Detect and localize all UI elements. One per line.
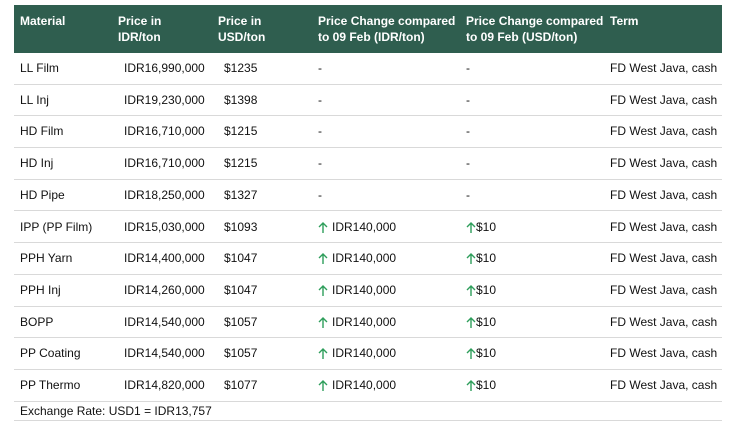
up-arrow — [466, 316, 476, 334]
header-cell: Price in IDR/ton — [118, 14, 162, 44]
table-cell: IDR14,400,000 — [124, 251, 205, 266]
up-arrow — [318, 221, 328, 239]
table-cell: - — [466, 61, 470, 75]
up-arrow — [466, 284, 476, 302]
table-row: PPH Inj IDR14,260,000 $1047 IDR140,000 $10 FD… — [14, 275, 722, 307]
table-cell: - — [318, 187, 322, 202]
table-cell: $1398 — [224, 92, 258, 107]
table-cell: IDR140,000 — [332, 251, 397, 266]
table-cell: IDR15,030,000 — [124, 219, 205, 234]
header-cell: Price Change compared to 09 Feb (USD/ton… — [466, 14, 604, 44]
table-row: PPH Yarn IDR14,400,000 $1047 IDR140,000 $10 F… — [14, 243, 722, 275]
table-cell: FD West Java, cash — [610, 282, 718, 297]
up-arrow — [318, 379, 328, 397]
table-cell: IDR16,710,000 — [124, 156, 205, 171]
table-row: HD Inj IDR16,710,000 $1215 - - FD West Java, … — [14, 148, 722, 180]
table-cell: IDR18,250,000 — [124, 187, 205, 202]
table-cell: IDR16,710,000 — [124, 124, 205, 139]
up-arrow — [466, 252, 476, 270]
header-cell: Price in USD/ton — [218, 14, 266, 44]
up-arrow — [466, 347, 476, 365]
table-cell: $1047 — [224, 282, 258, 297]
exchange-rate: Exchange Rate: USD1 = IDR13,757 — [20, 404, 212, 418]
table-cell: - — [466, 124, 470, 139]
table-cell: $10 — [476, 282, 497, 297]
table-cell: FD West Java, cash — [610, 187, 718, 202]
table-cell: IDR19,230,000 — [124, 92, 205, 107]
table-row: PP Coating IDR14,540,000 $1057 IDR140,000 $1… — [14, 338, 722, 370]
table-cell: HD Film — [20, 124, 64, 139]
table-cell: HD Pipe — [20, 187, 65, 202]
up-arrow — [318, 347, 328, 365]
table-cell: IDR14,540,000 — [124, 346, 205, 361]
table-cell: $1057 — [224, 346, 258, 361]
table-cell: - — [318, 156, 322, 171]
table-cell: $1215 — [224, 124, 258, 139]
table-cell: $1047 — [224, 251, 258, 266]
table-cell: $1327 — [224, 187, 258, 202]
table-row: LL Inj IDR19,230,000 $1398 - - FD West Java, … — [14, 85, 722, 117]
up-arrow — [318, 252, 328, 270]
table-cell: FD West Java, cash — [610, 61, 718, 75]
table-cell: IDR140,000 — [332, 314, 397, 329]
table-cell: BOPP — [20, 314, 54, 329]
table-cell: - — [466, 187, 470, 202]
table-cell: PP Thermo — [20, 378, 81, 392]
table-cell: PP Coating — [20, 346, 81, 361]
table-cell: LL Inj — [20, 92, 49, 107]
table-cell: - — [318, 124, 322, 139]
table-row: IPP (PP Film) IDR15,030,000 $1093 IDR140,00… — [14, 212, 722, 244]
table-cell: HD Inj — [20, 156, 54, 171]
table-row: PP Thermo IDR14,820,000 $1077 IDR140,000 $10… — [14, 370, 722, 402]
table-cell: FD West Java, cash — [610, 124, 718, 139]
table-row: BOPP IDR14,540,000 $1057 IDR140,000 $10 FD We… — [14, 307, 722, 339]
table-cell: LL Film — [20, 61, 59, 75]
table-cell: $10 — [476, 219, 497, 234]
table-cell: IDR14,260,000 — [124, 282, 205, 297]
table-row: HD Film IDR16,710,000 $1215 - - FD West Java,… — [14, 116, 722, 149]
table-cell: $1235 — [224, 61, 258, 75]
up-arrow — [318, 316, 328, 334]
table-cell: PPH Inj — [20, 282, 61, 297]
table-cell: FD West Java, cash — [610, 346, 718, 361]
up-arrow — [466, 379, 476, 397]
table-cell: IDR16,990,000 — [124, 61, 205, 75]
table-cell: IDR140,000 — [332, 346, 397, 361]
table-cell: - — [318, 92, 322, 107]
table-cell: FD West Java, cash — [610, 378, 718, 392]
table-cell: FD West Java, cash — [610, 251, 718, 266]
table-cell: $1057 — [224, 314, 258, 329]
table-cell: $1077 — [224, 378, 258, 392]
table-cell: IDR140,000 — [332, 378, 397, 392]
table-header: Material Price in IDR/ton Price in USD/ton… — [14, 5, 722, 53]
table-cell: $1093 — [224, 219, 258, 234]
table-cell: $10 — [476, 346, 497, 361]
table-row: HD Pipe IDR18,250,000 $1327 - - FD West Java,… — [14, 180, 722, 212]
table-cell: $1215 — [224, 156, 258, 171]
table-cell: FD West Java, cash — [610, 314, 718, 329]
table-footer: Exchange Rate: USD1 = IDR13,757 — [14, 402, 722, 421]
table-cell: PPH Yarn — [20, 251, 73, 266]
header-cell: Term — [610, 14, 639, 28]
table-row: LL Film IDR16,990,000 $1235 - - FD West Java,… — [14, 53, 722, 85]
table-cell: IDR140,000 — [332, 219, 397, 234]
table-cell: $10 — [476, 314, 497, 329]
table-cell: $10 — [476, 251, 497, 266]
table-cell: IDR14,540,000 — [124, 314, 205, 329]
table-cell: - — [466, 156, 470, 171]
table-cell: - — [466, 92, 470, 107]
table-cell: FD West Java, cash — [610, 219, 718, 234]
table-cell: FD West Java, cash — [610, 92, 718, 107]
table-cell: IPP (PP Film) — [20, 219, 93, 234]
table-cell: FD West Java, cash — [610, 156, 718, 171]
header-cell: Price Change compared to 09 Feb (IDR/ton… — [318, 14, 456, 44]
up-arrow — [466, 221, 476, 239]
table-cell: $10 — [476, 378, 497, 392]
table-cell: - — [318, 61, 322, 75]
table-cell: IDR140,000 — [332, 282, 397, 297]
up-arrow — [318, 284, 328, 302]
header-cell: Material — [20, 14, 66, 28]
table-cell: IDR14,820,000 — [124, 378, 205, 392]
